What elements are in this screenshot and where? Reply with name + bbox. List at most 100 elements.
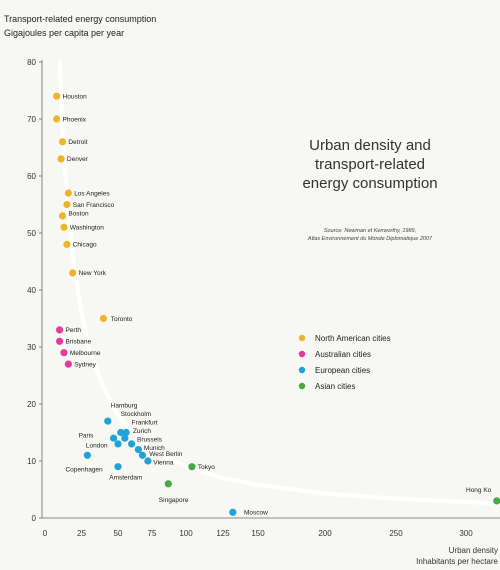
source-note: Source: Newman et Kenworthy, 1989, Atlas… [307, 228, 433, 242]
data-point [138, 451, 147, 459]
point-label: Hong Ko [466, 487, 492, 494]
point-label: Brussels [137, 437, 163, 444]
source-line-1: Source: Newman et Kenworthy, 1989, [324, 228, 416, 234]
x-tick-label: 25 [77, 529, 86, 538]
title-line-2: transport-related [315, 156, 425, 173]
point-label: Singapore [159, 497, 189, 504]
legend-marker-australian [298, 350, 306, 358]
point-label: Vienna [153, 459, 174, 466]
x-axis-label: Urban density Inhabitants per hectare [416, 546, 498, 566]
legend-label-asian: Asian cities [315, 382, 355, 391]
source-line-2: Atlas Environnement du Monde Diplomatiqu… [307, 236, 433, 242]
data-points [53, 92, 500, 516]
point-label: Hamburg [111, 402, 138, 409]
point-label: Denver [67, 156, 89, 163]
point-label: Los Angeles [74, 190, 110, 197]
data-point [64, 189, 72, 197]
x-tick-label: 75 [148, 529, 157, 538]
data-point [164, 480, 172, 488]
y-tick-label: 40 [27, 286, 36, 295]
data-point [134, 446, 142, 454]
point-label: Houston [63, 94, 88, 101]
data-point [229, 508, 237, 516]
data-point [122, 428, 130, 437]
y-axis-label: Transport-related energy consumption Gig… [4, 14, 156, 38]
data-point [110, 434, 118, 442]
point-label: Brisbane [65, 339, 91, 346]
y-tick-label: 60 [27, 172, 36, 181]
x-tick-label: 50 [114, 529, 123, 538]
data-point [60, 349, 68, 357]
x-axis-label-line-1: Urban density [449, 546, 498, 555]
point-label: New York [79, 270, 107, 277]
data-point [128, 440, 136, 448]
data-point [99, 314, 107, 323]
x-axis-ticks: 0 25 50 75 100 125 150 200 250 300 [43, 529, 473, 538]
point-label: Tokyo [198, 464, 215, 471]
x-axis-label-line-2: Inhabitants per hectare [416, 557, 498, 566]
data-point [56, 326, 64, 334]
trend-curve [57, 60, 500, 506]
point-label: Phoenix [63, 116, 87, 123]
y-tick-label: 20 [27, 400, 36, 409]
legend-label-european: European cities [315, 366, 370, 375]
y-tick-label: 30 [27, 343, 36, 352]
legend-marker-asian [298, 382, 306, 390]
x-tick-label: 125 [216, 529, 230, 538]
point-labels: Houston Phoenix Detroit Denver Los Angeles Sa… [63, 94, 492, 517]
data-point [56, 337, 64, 345]
point-label: Zurich [133, 428, 151, 435]
data-point [83, 451, 91, 459]
data-point [188, 463, 196, 471]
point-label: Detroit [68, 139, 87, 146]
point-label: London [86, 442, 108, 449]
point-label: Perth [65, 327, 81, 334]
chart-title: Urban density and transport-related ener… [302, 137, 437, 192]
point-label: Melbourne [70, 350, 101, 357]
data-point [104, 417, 112, 425]
data-point [114, 463, 122, 471]
data-point [58, 138, 67, 146]
x-tick-label: 300 [459, 529, 473, 538]
data-point [53, 115, 61, 123]
point-label: Copenhagen [65, 466, 103, 473]
x-tick-label: 250 [389, 529, 403, 538]
legend-label-australian: Australian cities [315, 350, 371, 359]
point-label: Stockholm [121, 411, 151, 418]
data-point [60, 223, 68, 231]
data-point [69, 269, 77, 277]
point-label: West Berlin [149, 451, 182, 458]
data-point [144, 457, 152, 465]
data-point [117, 428, 125, 437]
legend-label-north-american: North American cities [315, 334, 391, 343]
point-label: Sydney [74, 361, 96, 368]
y-axis-label-line-1: Transport-related energy consumption [4, 14, 156, 24]
x-tick-label: 0 [43, 529, 48, 538]
title-line-1: Urban density and [309, 137, 431, 154]
title-line-3: energy consumption [302, 175, 437, 192]
y-axis-label-line-2: Gigajoules per capita per year [4, 28, 124, 38]
point-label: Munich [144, 445, 165, 452]
data-point [64, 360, 72, 368]
y-tick-label: 80 [27, 58, 36, 67]
point-label: Amsterdam [109, 474, 142, 481]
point-label: Moscow [244, 510, 268, 517]
data-point [58, 212, 67, 220]
legend-marker-european [298, 366, 306, 374]
x-tick-label: 150 [251, 529, 265, 538]
data-point [121, 434, 129, 442]
point-label: Toronto [111, 316, 133, 323]
y-axis-ticks: 0 10 20 30 40 50 60 70 80 [27, 58, 42, 523]
y-tick-label: 0 [32, 514, 37, 523]
point-label: Paris [79, 433, 95, 440]
x-tick-label: 200 [318, 529, 332, 538]
point-label: Boston [68, 210, 89, 217]
data-point [493, 497, 500, 505]
data-point [53, 92, 61, 100]
y-tick-label: 10 [27, 457, 36, 466]
plot-area: 0 10 20 30 40 50 60 70 80 0 25 50 75 100 125 150 200 250… [27, 58, 500, 538]
y-tick-label: 70 [27, 115, 36, 124]
data-point [57, 155, 65, 163]
data-point [63, 200, 71, 209]
